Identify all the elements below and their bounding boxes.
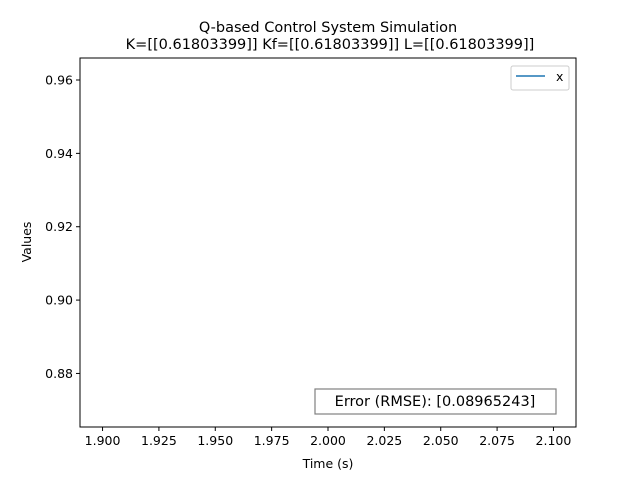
y-tick-label: 0.88 — [45, 366, 73, 381]
y-axis-label: Values — [19, 222, 34, 263]
x-tick-label: 2.075 — [479, 433, 515, 448]
y-tick-label: 0.92 — [45, 219, 73, 234]
rmse-annotation-box — [314, 388, 557, 415]
chart-subtitle: K=[[0.61803399]] Kf=[[0.61803399]] L=[[0… — [126, 37, 535, 53]
x-axis-ticks: 1.900 1.925 1.950 1.975 2.000 2.025 2.050 2.075… — [85, 427, 572, 448]
x-tick-label: 1.975 — [254, 433, 290, 448]
x-axis-label: Time (s) — [302, 456, 354, 471]
rmse-annotation: Error (RMSE): [0.08965243] — [314, 388, 557, 415]
x-tick-label: 2.025 — [366, 433, 402, 448]
x-tick-label: 2.050 — [423, 433, 459, 448]
y-tick-label: 0.94 — [45, 146, 73, 161]
y-tick-label: 0.96 — [45, 73, 73, 88]
plot-area — [79, 57, 577, 428]
rmse-annotation-text: Error (RMSE): [0.08965243] — [335, 394, 536, 410]
legend: x — [510, 65, 570, 91]
x-tick-label: 2.000 — [310, 433, 346, 448]
legend-label-x: x — [556, 69, 563, 84]
x-tick-label: 2.100 — [536, 433, 572, 448]
x-tick-label: 1.950 — [197, 433, 233, 448]
chart-title: Q-based Control System Simulation — [199, 20, 457, 36]
x-tick-label: 1.925 — [141, 433, 177, 448]
y-tick-label: 0.90 — [45, 293, 73, 308]
x-tick-label: 1.900 — [85, 433, 121, 448]
legend-box — [510, 65, 570, 91]
y-axis-ticks: 0.88 0.90 0.92 0.94 0.96 — [45, 73, 80, 381]
